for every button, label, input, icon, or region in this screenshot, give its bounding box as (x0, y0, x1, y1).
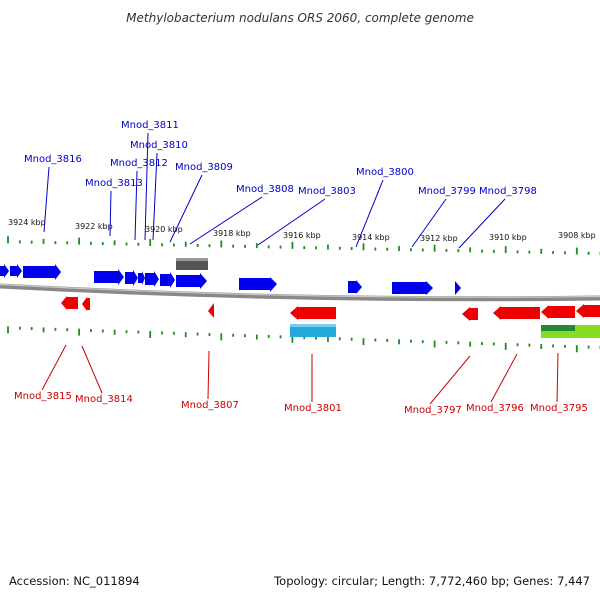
kbp-label: 3908 kbp (558, 231, 596, 240)
kbp-label: 3912 kbp (420, 234, 458, 243)
gene-arrow[interactable] (23, 264, 61, 280)
gene-label[interactable]: Mnod_3809 (175, 162, 233, 173)
leader-line (169, 174, 203, 243)
upper-tick-track (7, 236, 600, 256)
gene-label[interactable]: Mnod_3810 (130, 140, 188, 151)
gene-label[interactable]: Mnod_3811 (121, 120, 179, 131)
leader-line (207, 350, 210, 400)
genome-backbone (0, 283, 600, 302)
gene-label[interactable]: Mnod_3807 (181, 400, 239, 411)
feature-block-dark (541, 325, 575, 331)
gene-arrow[interactable] (61, 296, 78, 310)
reverse-gene-labels: Mnod_3815 Mnod_3814 Mnod_3807 Mnod_3801 Mnod… (14, 391, 588, 416)
gene-label[interactable]: Mnod_3815 (14, 391, 72, 402)
gene-arrow[interactable] (82, 297, 90, 311)
forward-gene-labels: Mnod_3816 Mnod_3813 Mnod_3812 Mnod_3811 Mnod… (24, 120, 537, 197)
forward-strand-genes (0, 258, 461, 295)
leader-line (490, 353, 518, 403)
gene-label[interactable]: Mnod_3812 (110, 158, 168, 169)
gene-arrow[interactable] (541, 305, 575, 319)
gene-arrow[interactable] (125, 270, 138, 286)
accession-label: Accession: NC_011894 (9, 574, 140, 588)
gene-arrow[interactable] (462, 307, 478, 321)
gene-label[interactable]: Mnod_3797 (404, 405, 462, 416)
kbp-label: 3918 kbp (213, 229, 251, 238)
gene-label[interactable]: Mnod_3801 (284, 403, 342, 414)
kbp-label: 3924 kbp (8, 218, 46, 227)
kbp-label: 3920 kbp (145, 225, 183, 234)
leader-line (257, 198, 326, 246)
gene-label[interactable]: Mnod_3808 (236, 184, 294, 195)
gene-arrow[interactable] (208, 303, 214, 318)
kbp-label: 3910 kbp (489, 233, 527, 242)
reverse-strand-genes (61, 296, 600, 338)
leader-line (189, 196, 263, 245)
gene-arrow[interactable] (145, 271, 159, 287)
leader-line (458, 198, 506, 249)
gene-arrow[interactable] (10, 264, 22, 278)
gene-arrow[interactable] (0, 264, 9, 278)
gene-arrow[interactable] (176, 273, 207, 289)
gene-arrow[interactable] (348, 280, 362, 294)
feature-block-highlight (176, 258, 208, 261)
gene-label[interactable]: Mnod_3800 (356, 167, 414, 178)
leader-line (429, 355, 471, 405)
kbp-scale: 3924 kbp 3922 kbp 3920 kbp 3918 kbp 3916 kbp… (8, 218, 596, 243)
leader-line (41, 344, 67, 391)
gene-arrow[interactable] (239, 277, 277, 292)
gene-arrow[interactable] (290, 306, 336, 320)
gene-arrow[interactable] (138, 271, 145, 285)
gene-arrow[interactable] (94, 269, 124, 285)
leader-line (411, 198, 447, 248)
gene-label[interactable]: Mnod_3813 (85, 178, 143, 189)
kbp-label: 3914 kbp (352, 233, 390, 242)
gene-arrow[interactable] (493, 306, 540, 320)
gene-arrow[interactable] (160, 272, 175, 288)
leader-line (556, 352, 559, 403)
gene-label[interactable]: Mnod_3796 (466, 403, 524, 414)
kbp-label: 3916 kbp (283, 231, 321, 240)
leader-line (144, 132, 149, 241)
gene-label[interactable]: Mnod_3816 (24, 154, 82, 165)
map-title: Methylobacterium nodulans ORS 2060, comp… (126, 11, 474, 25)
topology-label: Topology: circular; Length: 7,772,460 bp… (273, 574, 590, 588)
gene-label[interactable]: Mnod_3814 (75, 394, 133, 405)
gene-arrow[interactable] (576, 304, 600, 318)
gene-label[interactable]: Mnod_3798 (479, 186, 537, 197)
genome-backbone-highlight (0, 283, 600, 298)
leader-line (134, 170, 138, 241)
gene-label[interactable]: Mnod_3795 (530, 403, 588, 414)
leader-line (81, 345, 103, 394)
gene-label-leaders (41, 132, 559, 405)
feature-block-highlight (290, 324, 336, 327)
kbp-label: 3922 kbp (75, 222, 113, 231)
gene-label[interactable]: Mnod_3799 (418, 186, 476, 197)
leader-line (109, 190, 112, 237)
leader-line (355, 179, 384, 248)
leader-line (152, 152, 158, 241)
gene-arrow[interactable] (455, 281, 461, 295)
gene-arrow[interactable] (392, 281, 433, 295)
leader-line (43, 166, 50, 233)
gene-label[interactable]: Mnod_3803 (298, 186, 356, 197)
feature-block (290, 324, 336, 337)
